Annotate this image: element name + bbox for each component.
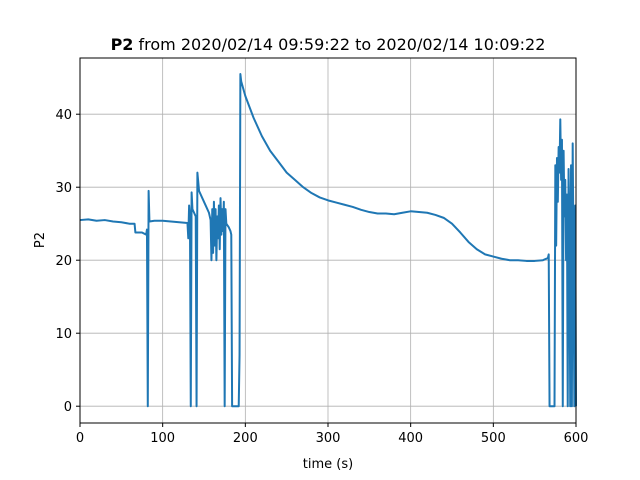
y-tick-label: 0 (64, 400, 72, 415)
x-tick-label: 400 (398, 431, 423, 446)
chart-title-rest: from 2020/02/14 09:59:22 to 2020/02/14 1… (133, 35, 545, 54)
grid (79, 58, 577, 423)
chart-title-bold: P2 (111, 35, 134, 54)
x-tick-label: 100 (150, 431, 175, 446)
chart-title: P2 from 2020/02/14 09:59:22 to 2020/02/1… (111, 35, 546, 54)
x-tick-label: 600 (564, 431, 589, 446)
series-line (79, 73, 577, 408)
x-tick-label: 200 (233, 431, 258, 446)
y-axis: 0 10 20 30 40 (55, 108, 80, 415)
y-axis-label: P2 (33, 232, 48, 248)
x-tick-label: 500 (481, 431, 506, 446)
y-tick-label: 10 (55, 327, 72, 342)
x-axis: 0 100 200 300 400 500 600 (76, 423, 589, 446)
y-tick-label: 40 (55, 108, 72, 123)
x-tick-label: 0 (76, 431, 84, 446)
x-axis-label: time (s) (303, 457, 353, 472)
x-tick-label: 300 (316, 431, 341, 446)
y-tick-label: 30 (55, 181, 72, 196)
y-tick-label: 20 (55, 254, 72, 269)
series-group (79, 73, 577, 408)
